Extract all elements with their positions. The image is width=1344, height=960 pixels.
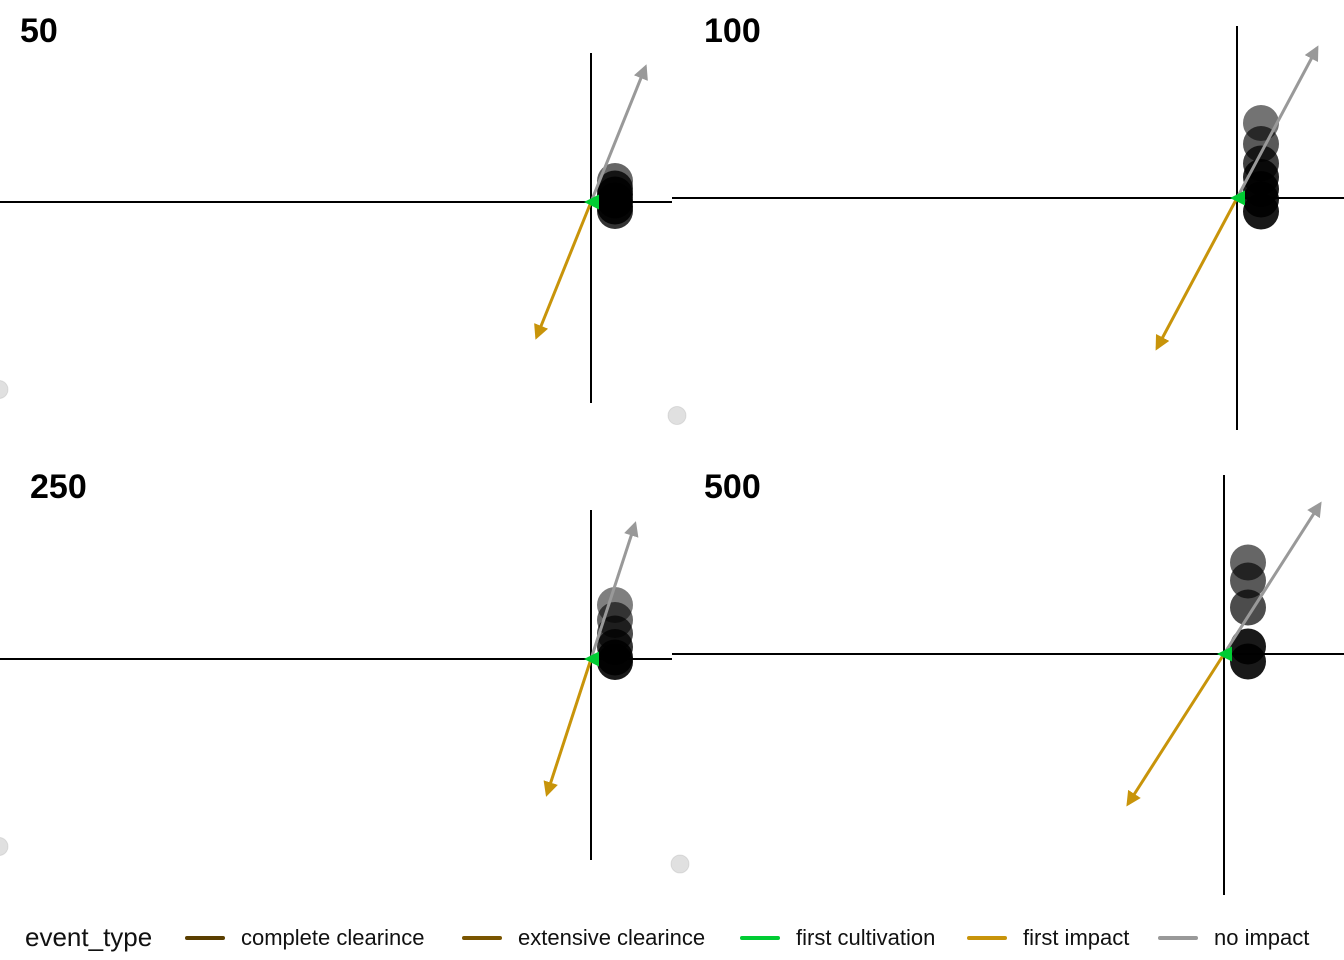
faceted-biplot: 50 100 250 500 bbox=[0, 12, 1344, 895]
data-point bbox=[1230, 643, 1266, 680]
panel-100: 100 bbox=[667, 12, 1344, 430]
legend-label-first-impact: first impact bbox=[1023, 925, 1130, 950]
data-point bbox=[1243, 193, 1279, 230]
panel-label-100: 100 bbox=[704, 12, 761, 50]
data-point bbox=[597, 644, 633, 680]
legend-item-first-cultivation: first cultivation bbox=[740, 925, 935, 951]
no-impact-vector bbox=[1222, 501, 1322, 655]
legend-key-first-impact bbox=[967, 936, 1007, 940]
data-point bbox=[597, 193, 633, 229]
panel-label-50: 50 bbox=[20, 12, 58, 50]
legend-key-first-cultivation bbox=[740, 936, 780, 940]
panel-250: 250 bbox=[0, 468, 672, 860]
no-impact-vector bbox=[589, 521, 639, 660]
first-impact-vector bbox=[1155, 197, 1239, 351]
faint-point bbox=[0, 837, 9, 856]
faint-point bbox=[0, 380, 9, 399]
legend-key-complete-clearince bbox=[185, 936, 225, 940]
panel-500: 500 bbox=[670, 468, 1344, 895]
panel-50: 50 bbox=[0, 12, 672, 403]
panel-label-500: 500 bbox=[704, 468, 761, 506]
legend-key-extensive-clearince bbox=[462, 936, 502, 940]
first-impact-vector bbox=[543, 658, 593, 797]
faint-point bbox=[670, 854, 690, 874]
legend-title: event_type bbox=[25, 922, 153, 952]
no-impact-vector bbox=[589, 64, 648, 203]
data-point bbox=[1230, 589, 1266, 626]
legend-item-no-impact: no impact bbox=[1158, 925, 1309, 951]
legend-label-complete-clearince: complete clearince bbox=[241, 925, 425, 950]
legend-item-first-impact: first impact bbox=[967, 925, 1129, 951]
no-impact-vector bbox=[1235, 45, 1319, 199]
legend-label-first-cultivation: first cultivation bbox=[796, 925, 936, 950]
legend-label-extensive-clearince: extensive clearince bbox=[518, 925, 706, 950]
legend-item-extensive-clearince: extensive clearince bbox=[462, 925, 705, 951]
first-impact-vector bbox=[534, 201, 593, 340]
legend-label-no-impact: no impact bbox=[1214, 925, 1310, 950]
legend-key-no-impact bbox=[1158, 936, 1198, 940]
legend-item-complete-clearince: complete clearince bbox=[185, 925, 424, 951]
faint-point bbox=[667, 406, 687, 425]
data-point bbox=[1230, 562, 1266, 599]
first-impact-vector bbox=[1126, 653, 1226, 807]
legend: event_type complete clearince extensive … bbox=[0, 915, 1344, 960]
panel-label-250: 250 bbox=[30, 468, 87, 506]
